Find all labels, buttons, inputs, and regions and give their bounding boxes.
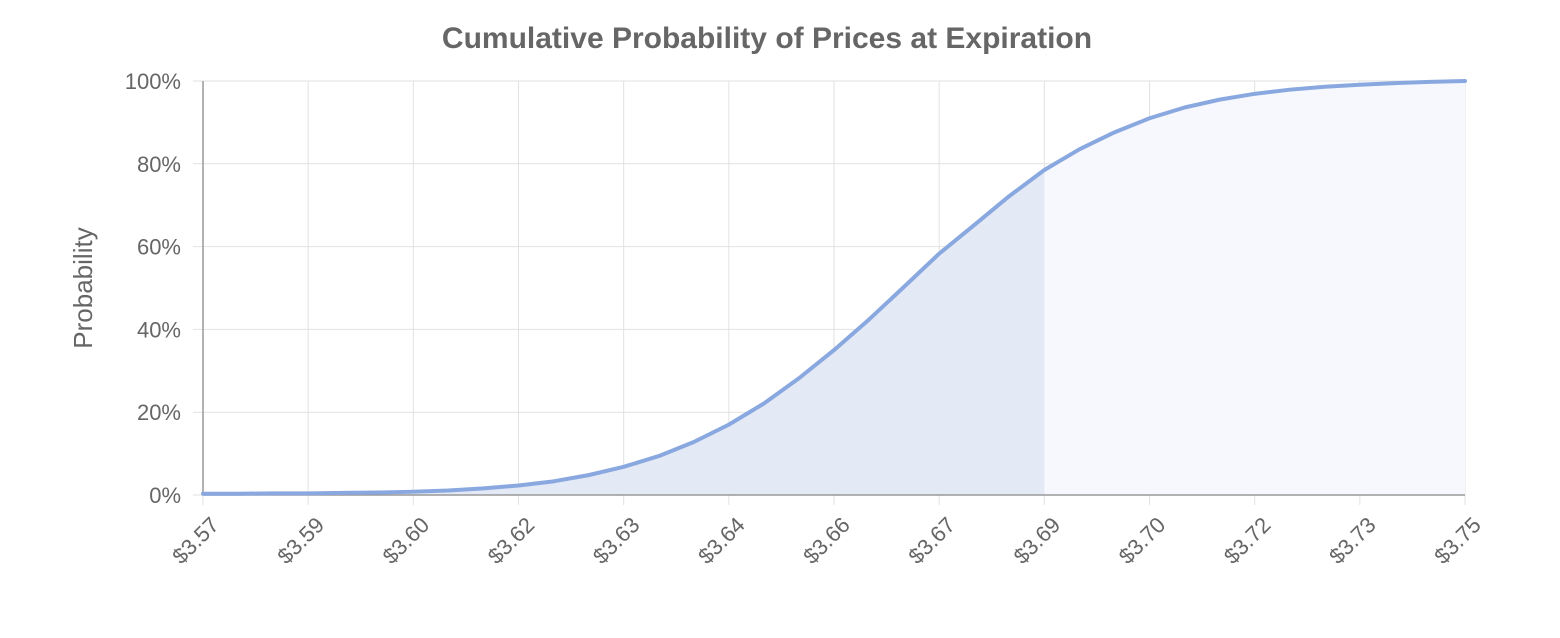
y-tick-label: 100% [125,69,181,94]
area-highlight [203,170,1045,495]
x-tick-label: $3.73 [1324,512,1381,569]
x-tick-label: $3.57 [167,512,224,569]
y-tick-label: 20% [137,400,181,425]
x-tick-label: $3.66 [798,512,855,569]
area-layer [203,81,1465,495]
y-tick-label: 0% [149,483,181,508]
line-layer [201,79,1467,496]
x-tick-label: $3.63 [588,512,645,569]
x-tick-label: $3.62 [483,512,540,569]
x-tick-label: $3.64 [693,512,750,569]
x-tick-label: $3.67 [903,512,960,569]
x-tick-label: $3.75 [1429,512,1486,569]
x-tick-label: $3.60 [378,512,435,569]
area-rest [1044,81,1465,495]
x-tick-label: $3.70 [1114,512,1171,569]
chart-title: Cumulative Probability of Prices at Expi… [441,22,1093,55]
series-line [201,79,1467,496]
y-tick-label: 60% [137,235,181,260]
y-axis-title: Probability [68,227,98,348]
axis-layer [202,81,1465,496]
y-tick-label: 40% [137,317,181,342]
y-tick-label: 80% [137,152,181,177]
x-tick-label: $3.59 [272,512,329,569]
x-tick-label: $3.72 [1219,512,1276,569]
x-tick-label: $3.69 [1009,512,1066,569]
